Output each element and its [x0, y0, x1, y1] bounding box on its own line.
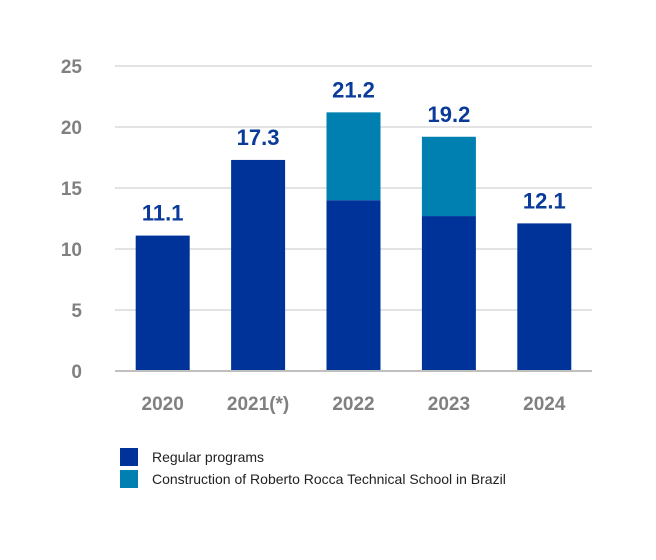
- y-tick-label: 15: [61, 179, 83, 200]
- data-label: 19.2: [427, 102, 470, 127]
- legend-label-construction: Construction of Roberto Rocca Technical …: [152, 471, 506, 487]
- legend: Regular programs Construction of Roberto…: [120, 446, 506, 490]
- x-tick-label: 2023: [428, 394, 470, 415]
- y-tick-label: 5: [71, 301, 82, 322]
- legend-item-construction: Construction of Roberto Rocca Technical …: [120, 468, 506, 490]
- bar-regular: [517, 223, 572, 371]
- bar-construction: [421, 136, 476, 217]
- bar-regular: [231, 159, 286, 371]
- x-tick-label: 2021(*): [227, 394, 289, 415]
- y-tick-label: 0: [71, 362, 82, 383]
- x-tick-label: 2022: [332, 394, 374, 415]
- x-tick-label: 2024: [523, 394, 566, 415]
- y-tick-label: 10: [61, 240, 82, 261]
- y-tick-label: 25: [61, 57, 83, 78]
- legend-swatch-construction: [120, 470, 138, 488]
- bar-regular: [135, 235, 190, 371]
- data-label: 11.1: [142, 201, 184, 226]
- data-label: 21.2: [332, 77, 375, 102]
- x-tick-label: 2020: [142, 394, 184, 415]
- bar-construction: [326, 112, 381, 201]
- bar-regular: [326, 200, 381, 371]
- legend-swatch-regular: [120, 448, 138, 466]
- legend-label-regular: Regular programs: [152, 449, 265, 465]
- y-tick-label: 20: [61, 118, 82, 139]
- data-label: 12.1: [523, 188, 566, 213]
- bar-regular: [421, 216, 476, 371]
- data-label: 17.3: [237, 125, 280, 150]
- legend-item-regular: Regular programs: [120, 446, 506, 468]
